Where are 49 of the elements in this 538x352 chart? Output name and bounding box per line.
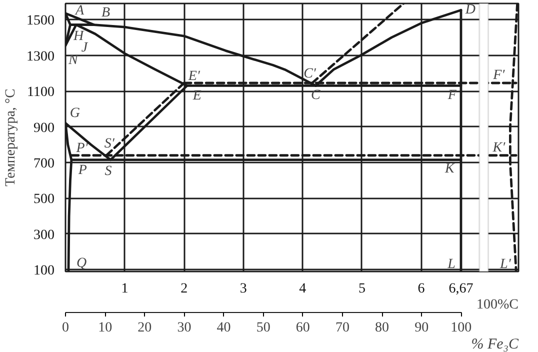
annotation: P	[77, 163, 88, 178]
x-tick-label: 3	[240, 282, 247, 296]
x2-tick-label: 30	[177, 320, 192, 336]
annotation: E	[192, 88, 202, 104]
annotation: A	[74, 4, 84, 19]
annotation: S	[104, 164, 112, 179]
x-tick-label: 1	[121, 282, 128, 296]
annotation: C	[311, 88, 322, 104]
annotation: F′	[492, 68, 506, 83]
annotation: E′	[187, 68, 201, 84]
annotation: K	[444, 161, 456, 176]
annotation: G	[70, 106, 80, 121]
x2-tick-label: 10	[98, 320, 112, 336]
x2-tick-label: 0	[62, 320, 69, 336]
annotation: B	[102, 5, 111, 20]
annotation: K′	[492, 140, 506, 156]
annotation: D	[464, 2, 476, 18]
annotation: L	[446, 256, 456, 272]
annotation: F	[446, 88, 457, 104]
x2-tick-label: 100	[450, 320, 472, 336]
annotation: P′	[75, 141, 89, 156]
x-tick-label: 2	[180, 282, 188, 296]
x2-tick-label: 80	[375, 320, 390, 336]
y-tick-label: 500	[34, 192, 54, 208]
annotation: C′	[304, 66, 317, 82]
x2-tick-label: 70	[335, 320, 350, 336]
y-tick-label: 700	[34, 156, 54, 172]
x2-tick-label: 60	[296, 320, 310, 336]
x2-tick-label: 90	[414, 320, 429, 336]
y-tick-label: 1500	[26, 14, 54, 29]
x2-tick-label: 50	[256, 320, 270, 336]
x-tick-label: 6,67	[448, 282, 474, 296]
x2-tick-label: 40	[216, 320, 231, 336]
y-tick-label: 900	[34, 120, 54, 136]
annotation: N	[68, 52, 79, 68]
y-tick-label: 1100	[27, 85, 55, 100]
annotation: L′	[499, 256, 512, 272]
x2-axis-title: % Fe₃C	[471, 336, 520, 352]
y-axis-title: Температура, °C	[4, 88, 18, 186]
x-tick-label: 4	[299, 282, 306, 296]
y-tick-label: 100	[34, 264, 54, 279]
x2-tick-label: 20	[138, 320, 152, 336]
x-tick-label: 5	[358, 282, 366, 296]
text: 100%C	[476, 298, 518, 312]
y-tick-label: 1300	[26, 49, 54, 64]
x-tick-label: 6	[418, 282, 425, 296]
y-tick-label: 300	[34, 228, 54, 243]
annotation: Q	[76, 256, 87, 271]
annotation: S′	[104, 136, 116, 152]
